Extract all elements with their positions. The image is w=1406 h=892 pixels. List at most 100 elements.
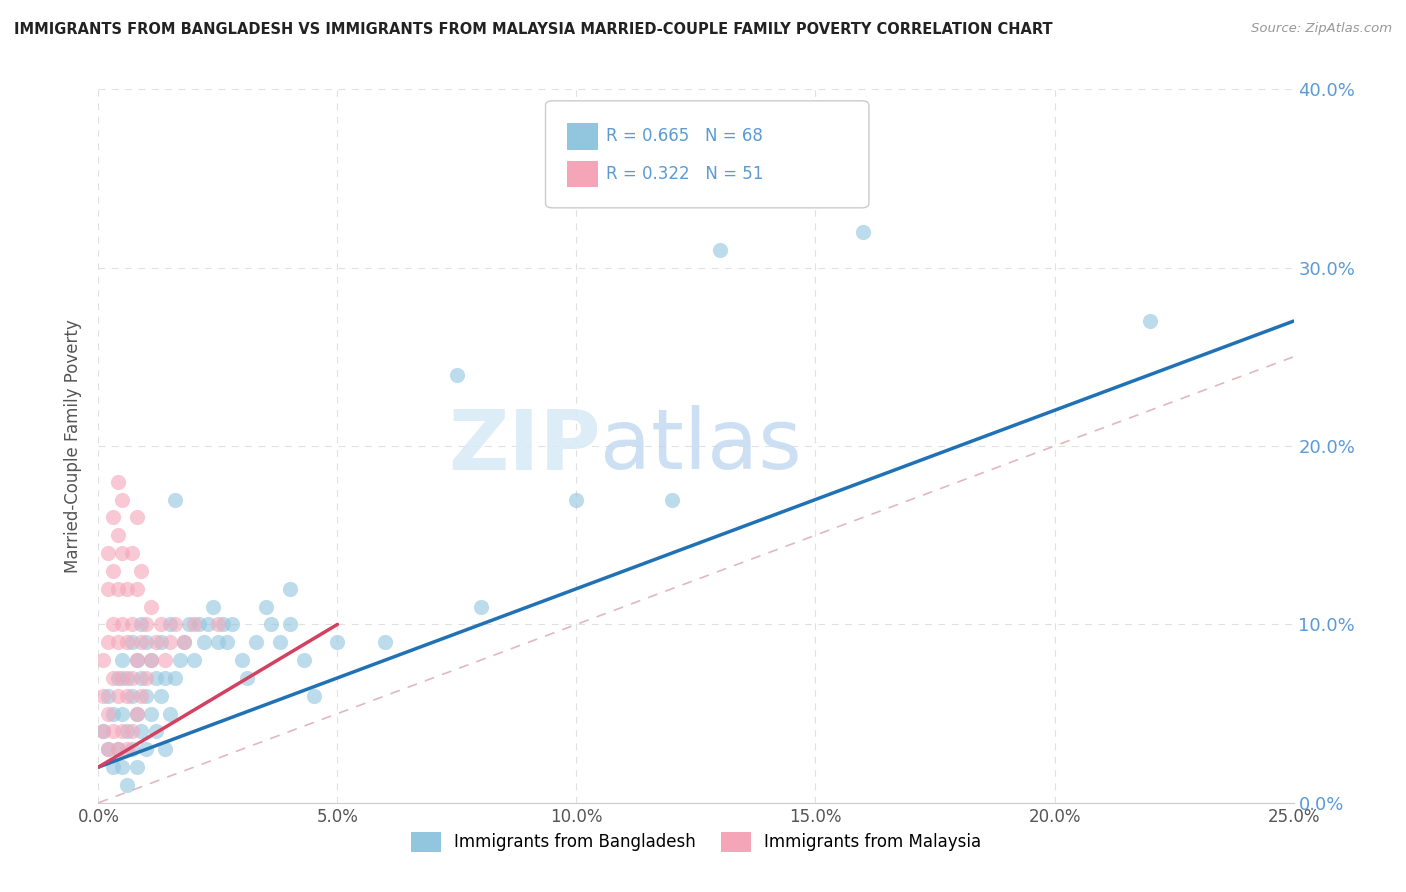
- Point: [131, 671, 153, 685]
- Point: [121, 742, 143, 756]
- Point: [101, 564, 124, 578]
- Point: [259, 617, 281, 632]
- Point: [101, 671, 124, 685]
- Point: [179, 617, 201, 632]
- Point: [163, 492, 186, 507]
- Point: [159, 706, 181, 721]
- Point: [155, 653, 177, 667]
- Point: [278, 617, 301, 632]
- Point: [115, 742, 138, 756]
- Point: [292, 653, 315, 667]
- Point: [131, 635, 153, 649]
- Point: [565, 492, 588, 507]
- Point: [1139, 314, 1161, 328]
- Point: [183, 653, 205, 667]
- Point: [115, 671, 138, 685]
- Point: [101, 724, 124, 739]
- Legend: Immigrants from Bangladesh, Immigrants from Malaysia: Immigrants from Bangladesh, Immigrants f…: [404, 825, 988, 859]
- Point: [135, 671, 157, 685]
- Point: [852, 225, 875, 239]
- Point: [115, 689, 138, 703]
- Point: [97, 742, 120, 756]
- Point: [125, 653, 148, 667]
- Point: [125, 653, 148, 667]
- Point: [145, 724, 167, 739]
- Point: [245, 635, 267, 649]
- Point: [235, 671, 257, 685]
- Point: [135, 617, 157, 632]
- Text: R = 0.322   N = 51: R = 0.322 N = 51: [606, 165, 763, 183]
- Point: [97, 546, 120, 560]
- Text: ZIP: ZIP: [449, 406, 600, 486]
- Point: [115, 582, 138, 596]
- Point: [155, 671, 177, 685]
- Point: [107, 475, 129, 489]
- Point: [101, 706, 124, 721]
- Point: [159, 617, 181, 632]
- Point: [125, 706, 148, 721]
- Text: atlas: atlas: [600, 406, 801, 486]
- Point: [131, 564, 153, 578]
- Point: [101, 760, 124, 774]
- Text: R = 0.665   N = 68: R = 0.665 N = 68: [606, 128, 763, 145]
- Point: [107, 582, 129, 596]
- Point: [374, 635, 396, 649]
- Point: [131, 617, 153, 632]
- Point: [169, 653, 191, 667]
- Point: [221, 617, 243, 632]
- Point: [470, 599, 492, 614]
- Text: IMMIGRANTS FROM BANGLADESH VS IMMIGRANTS FROM MALAYSIA MARRIED-COUPLE FAMILY POV: IMMIGRANTS FROM BANGLADESH VS IMMIGRANTS…: [14, 22, 1053, 37]
- Point: [155, 742, 177, 756]
- Point: [163, 617, 186, 632]
- Point: [121, 671, 143, 685]
- Point: [115, 635, 138, 649]
- Point: [278, 582, 301, 596]
- Point: [107, 635, 129, 649]
- Point: [139, 653, 162, 667]
- Point: [149, 635, 172, 649]
- Point: [107, 742, 129, 756]
- Point: [91, 724, 114, 739]
- Point: [231, 653, 253, 667]
- Point: [121, 635, 143, 649]
- Point: [101, 617, 124, 632]
- Point: [97, 582, 120, 596]
- Point: [207, 635, 229, 649]
- Point: [111, 671, 134, 685]
- Point: [115, 724, 138, 739]
- Point: [446, 368, 468, 382]
- Point: [101, 510, 124, 524]
- Y-axis label: Married-Couple Family Poverty: Married-Couple Family Poverty: [65, 319, 83, 573]
- Point: [135, 635, 157, 649]
- Point: [131, 689, 153, 703]
- Point: [217, 635, 239, 649]
- Point: [131, 724, 153, 739]
- Point: [145, 671, 167, 685]
- Point: [207, 617, 229, 632]
- Point: [139, 653, 162, 667]
- Point: [661, 492, 683, 507]
- Point: [139, 706, 162, 721]
- Point: [97, 742, 120, 756]
- Point: [97, 635, 120, 649]
- Point: [135, 689, 157, 703]
- Point: [211, 617, 233, 632]
- Point: [111, 617, 134, 632]
- Point: [111, 760, 134, 774]
- Point: [709, 243, 731, 257]
- Point: [111, 492, 134, 507]
- Point: [121, 617, 143, 632]
- Point: [173, 635, 195, 649]
- Point: [139, 599, 162, 614]
- Point: [163, 671, 186, 685]
- Point: [326, 635, 349, 649]
- Point: [121, 724, 143, 739]
- Point: [254, 599, 277, 614]
- Point: [111, 653, 134, 667]
- Point: [91, 724, 114, 739]
- Point: [111, 724, 134, 739]
- Point: [145, 635, 167, 649]
- Point: [125, 760, 148, 774]
- Point: [97, 689, 120, 703]
- Point: [115, 778, 138, 792]
